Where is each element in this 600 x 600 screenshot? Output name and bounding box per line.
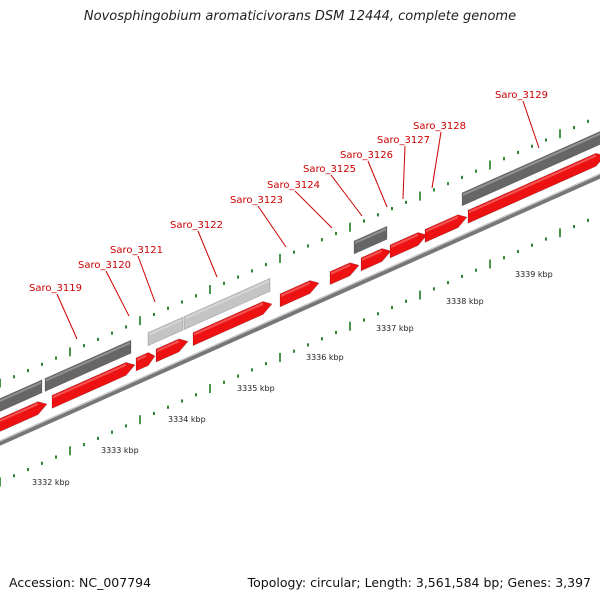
gene-bar: [0, 379, 43, 412]
leader-line: [330, 174, 363, 217]
cds-bar: [192, 301, 273, 347]
backbone-track: [0, 173, 600, 446]
leader-line: [431, 131, 442, 189]
kbp-markers: 3332 kbp 3333 kbp 3334 kbp 3335 kbp 3336 kbp…: [32, 270, 553, 487]
feature-label: Saro_3127: [377, 135, 430, 146]
kbp-label: 3339 kbp: [515, 270, 553, 279]
cds-bar: [51, 362, 136, 409]
leader-line: [522, 100, 540, 149]
cds-bar: [389, 232, 428, 259]
gene-bar: [44, 339, 132, 392]
map-title: Novosphingobium aromaticivorans DSM 1244…: [83, 9, 517, 24]
accession-text: Accession: NC_007794: [9, 575, 152, 590]
gene-bar: [461, 131, 600, 207]
kbp-label: 3336 kbp: [306, 353, 344, 362]
feature-label: Saro_3123: [230, 195, 283, 206]
cds-bar: [424, 214, 468, 243]
feature-labels: Saro_3119 Saro_3120 Saro_3121 Saro_3122 Saro…: [29, 90, 548, 294]
cds-bar: [0, 401, 48, 432]
kbp-label: 3333 kbp: [101, 446, 139, 455]
cds-bar: [279, 280, 320, 308]
cds-bar: [467, 152, 600, 224]
feature-label: Saro_3126: [340, 150, 393, 161]
feature-label: Saro_3125: [303, 164, 356, 175]
backbone-highlight: [0, 173, 600, 442]
cds-bar: [155, 338, 189, 363]
leader-line: [105, 270, 130, 317]
gene-bar: [353, 225, 388, 255]
kbp-label: 3332 kbp: [32, 478, 70, 487]
leader-line: [197, 230, 218, 278]
kbp-label: 3335 kbp: [237, 384, 275, 393]
feature-label: Saro_3124: [267, 180, 320, 191]
outer-tick-track: [0, 119, 589, 388]
leader-line: [56, 293, 78, 340]
feature-label: Saro_3121: [110, 245, 163, 256]
pseudogene-bar: [183, 277, 271, 331]
feature-track: [0, 131, 600, 432]
feature-label: Saro_3119: [29, 283, 82, 294]
leader-line: [257, 205, 287, 248]
backbone-line: [0, 173, 600, 446]
cds-bar: [360, 248, 392, 272]
pseudogene-bar: [147, 316, 184, 347]
label-leaders: [56, 100, 540, 340]
topology-summary: Topology: circular; Length: 3,561,584 bp…: [247, 575, 591, 590]
kbp-label: 3338 kbp: [446, 297, 484, 306]
leader-line: [294, 190, 333, 229]
inner-tick-track: [0, 218, 589, 487]
leader-line: [137, 255, 156, 303]
leader-line: [402, 145, 406, 200]
feature-label: Saro_3129: [495, 90, 548, 101]
feature-label: Saro_3120: [78, 260, 131, 271]
cds-bar: [135, 352, 156, 372]
feature-label: Saro_3122: [170, 220, 223, 231]
feature-label: Saro_3128: [413, 121, 466, 132]
kbp-label: 3334 kbp: [168, 415, 206, 424]
leader-line: [367, 160, 388, 208]
kbp-label: 3337 kbp: [376, 324, 414, 333]
cds-bar: [329, 262, 360, 286]
